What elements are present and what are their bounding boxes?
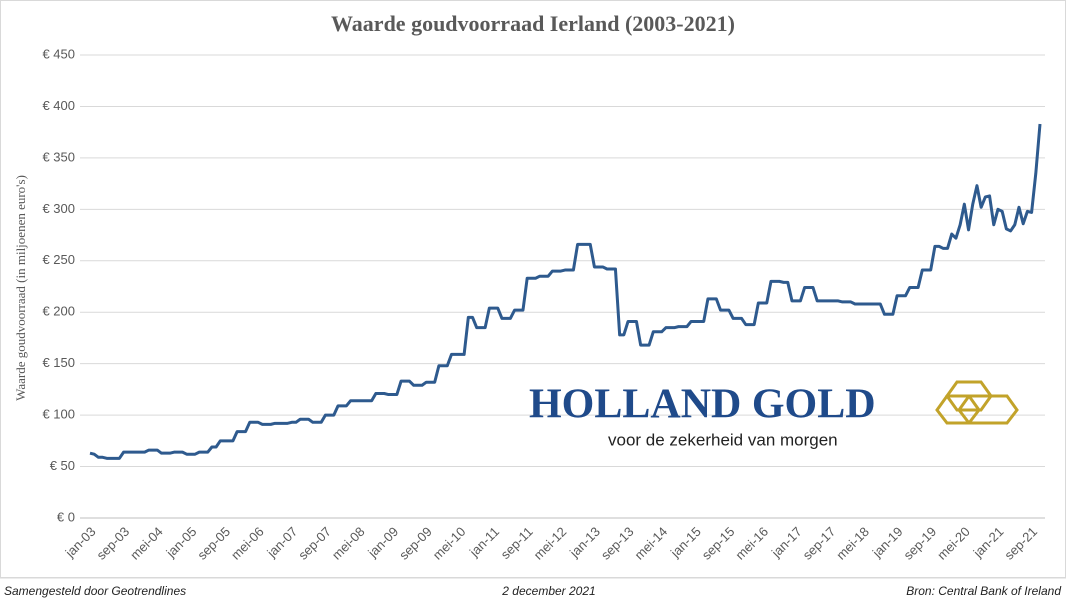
y-axis-label: Waarde goudvoorraad (in miljoenen euro's… [13,175,28,401]
chart-border [0,0,1066,578]
y-tick-label: € 300 [42,201,75,216]
y-tick-label: € 50 [50,458,75,473]
chart-title: Waarde goudvoorraad Ierland (2003-2021) [331,11,735,36]
logo-name: HOLLAND GOLD [529,382,876,428]
footer-center: 2 december 2021 [501,584,595,598]
y-tick-label: € 400 [42,98,75,113]
y-tick-label: € 150 [42,355,75,370]
y-tick-label: € 450 [42,46,75,61]
logo-icon [935,380,1019,425]
series-line [89,123,1042,460]
y-tick-label: € 200 [42,304,75,319]
footer-right: Bron: Central Bank of Ireland [906,584,1061,598]
y-tick-label: € 250 [42,252,75,267]
logo: HOLLAND GOLD voor de zekerheid van morge… [529,380,1019,449]
y-tick-label: € 350 [42,149,75,164]
footer-left: Samengesteld door Geotrendlines [4,584,186,598]
logo-tagline: voor de zekerheid van morgen [608,430,838,449]
y-tick-label: € 100 [42,407,75,422]
y-tick-label: € 0 [57,509,75,524]
